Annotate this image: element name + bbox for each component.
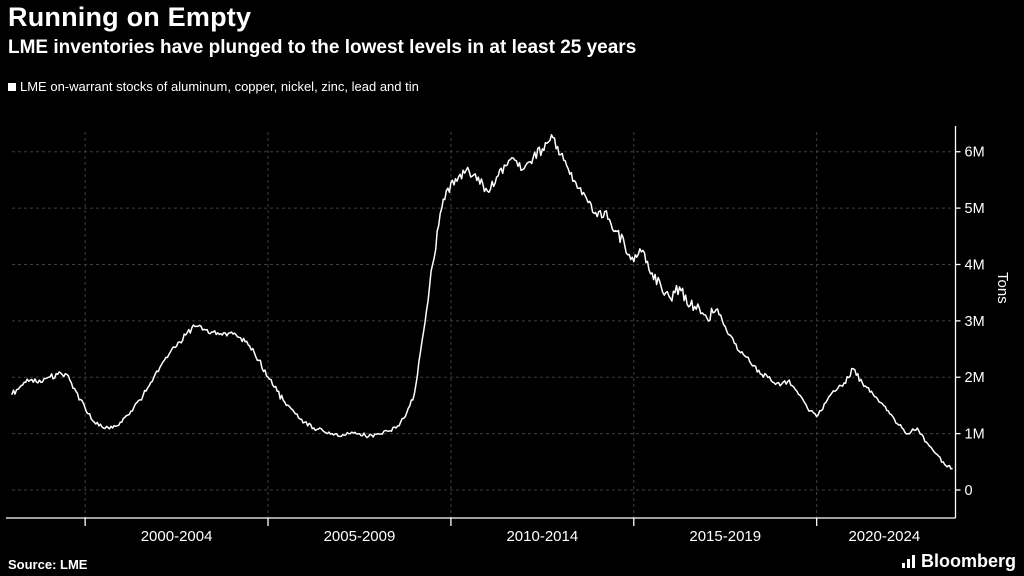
x-band-label: 2010-2014 (506, 528, 578, 545)
source-label: Source: LME (8, 557, 88, 572)
y-tick-label: 3M (965, 314, 985, 330)
legend-label: LME on-warrant stocks of aluminum, coppe… (20, 79, 419, 94)
y-tick-label: 0 (965, 483, 973, 499)
x-band-label: 2015-2019 (689, 528, 761, 545)
x-band-label: 2020-2024 (848, 528, 920, 545)
y-tick-label: 2M (965, 370, 985, 386)
page-title: Running on Empty (8, 2, 252, 32)
series-line (11, 134, 953, 470)
y-tick-label: 5M (965, 201, 985, 217)
bloomberg-wordmark: Bloomberg (920, 551, 1016, 571)
x-band-label: 2000-2004 (141, 528, 213, 545)
legend-swatch-icon (8, 82, 16, 91)
bloomberg-logo: Bloomberg (901, 551, 1016, 572)
y-axis-title: Tons (994, 272, 1011, 304)
x-band-label: 2005-2009 (324, 528, 396, 545)
y-tick-label: 1M (965, 427, 985, 443)
y-tick-label: 6M (965, 145, 985, 161)
y-tick-label: 4M (965, 257, 985, 273)
bloomberg-logo-icon (901, 555, 915, 568)
legend: LME on-warrant stocks of aluminum, coppe… (8, 79, 419, 94)
chart-subtitle: LME inventories have plunged to the lowe… (8, 37, 637, 58)
